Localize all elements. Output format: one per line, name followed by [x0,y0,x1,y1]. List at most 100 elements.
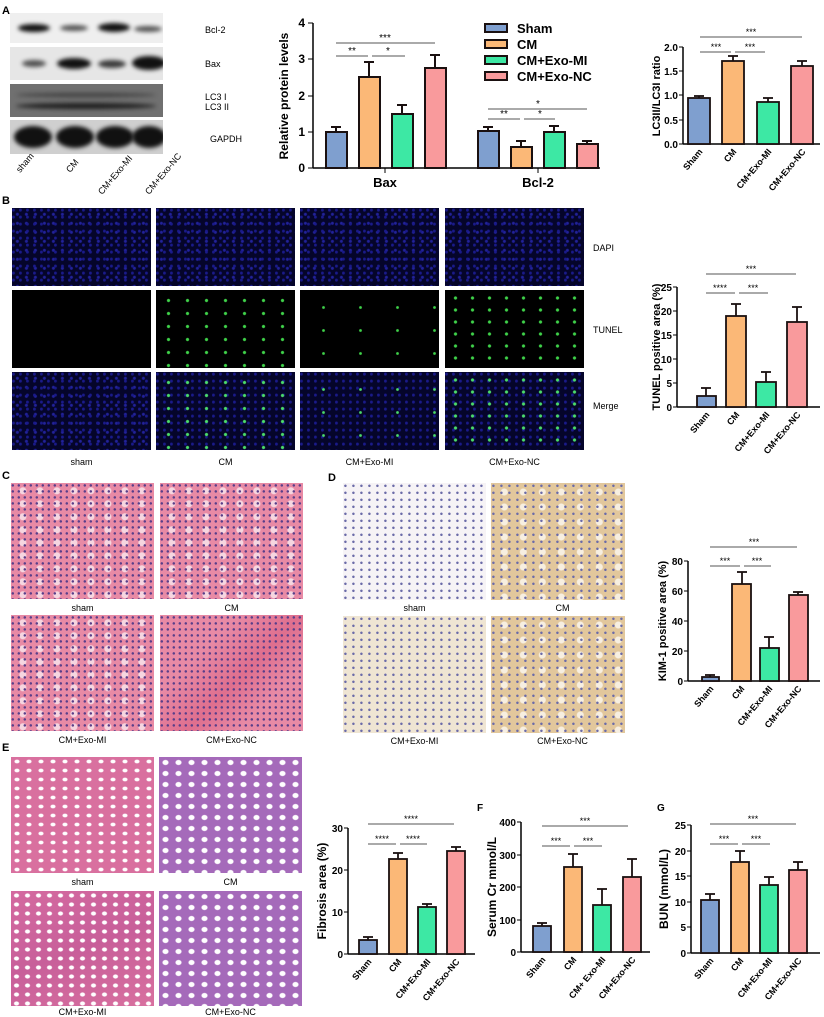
svg-text:*: * [538,109,542,120]
svg-text:0: 0 [337,950,343,961]
svg-text:60: 60 [672,587,684,598]
caption-masson-exo-mi: CM+Exo-MI [58,1007,107,1017]
legend: Sham CM CM+Exo-MI CM+Exo-NC [484,21,592,84]
svg-text:***: *** [752,556,763,566]
svg-text:CM: CM [562,955,579,972]
svg-text:LC3II/LC3I ratio: LC3II/LC3I ratio [651,55,663,136]
svg-text:***: *** [751,834,762,844]
svg-text:***: *** [551,836,562,846]
svg-text:3: 3 [298,52,305,66]
svg-text:20: 20 [675,847,687,858]
svg-text:80: 80 [672,557,684,568]
svg-text:***: *** [583,836,594,846]
svg-text:KIM-1 positive area (%): KIM-1 positive area (%) [657,560,669,681]
panel-letter-b: B [2,195,10,207]
svg-text:25: 25 [675,821,687,832]
blot-label-gapdh: GAPDH [210,134,243,144]
image-tunel-sham [12,290,151,368]
image-he-exo-nc [160,615,303,731]
row-label-merge: Merge [593,401,619,411]
svg-text:***: *** [580,816,591,826]
svg-text:****: **** [406,834,421,844]
svg-text:0: 0 [510,948,516,959]
svg-text:Sham: Sham [350,957,373,982]
svg-text:****: **** [404,814,419,824]
svg-text:0: 0 [680,949,686,960]
svg-text:Sham: Sham [517,21,552,36]
svg-text:BUN (mmol/L): BUN (mmol/L) [657,849,671,929]
svg-text:***: *** [379,33,391,44]
chart-fibrosis-area: 0 10 20 30 Fibrosis area (%) **** **** *… [315,814,475,1003]
image-merge-exo-nc [445,372,584,450]
bars-bcl2 [477,125,599,169]
x-category-bax: Bax [373,175,398,190]
caption-he-cm: CM [224,603,239,613]
svg-text:200: 200 [499,883,516,894]
svg-text:10: 10 [332,908,344,919]
svg-text:Sham: Sham [692,956,715,981]
image-dapi-exo-mi [300,208,439,286]
svg-text:CM: CM [517,37,537,52]
svg-text:4: 4 [298,16,305,30]
image-kim1-exo-mi [343,616,486,733]
blot-label-lc3-i: LC3 I [205,92,227,102]
panel-letter-d: D [328,472,336,484]
svg-text:0.0: 0.0 [664,140,678,151]
image-masson-sham [11,757,154,873]
svg-text:****: **** [375,834,390,844]
col-label-cm: CM [218,457,233,467]
significance-bars: *** ** * * ** * [336,33,587,120]
svg-text:CM: CM [387,957,404,974]
svg-text:Sham: Sham [681,147,704,172]
image-merge-cm [156,372,295,450]
svg-text:25: 25 [661,283,673,294]
svg-text:10: 10 [661,355,673,366]
svg-text:***: *** [746,264,757,274]
lane-label-cm-exo-mi: CM+Exo-MI [96,153,135,197]
panel-letter-e: E [2,742,10,754]
svg-text:CM+Exo-MI: CM+Exo-MI [517,53,587,68]
svg-text:Sham: Sham [688,410,711,435]
svg-text:*: * [386,46,390,57]
panel-letter-a: A [2,5,10,17]
blot-bcl2 [10,13,163,43]
row-label-dapi: DAPI [593,243,615,253]
svg-text:***: *** [711,42,722,52]
svg-text:5: 5 [666,379,672,390]
svg-text:**: ** [500,109,508,120]
image-masson-exo-nc [159,891,302,1006]
chart-kim1-positive: 0 20 40 60 80 KIM-1 positive area (%) **… [657,537,820,730]
svg-text:0: 0 [677,677,683,688]
image-masson-exo-mi [11,891,154,1006]
panel-letter-f: F [477,803,484,814]
chart-relative-protein: 0 1 2 3 4 Relative protein levels *** **… [277,16,600,190]
image-merge-exo-mi [300,372,439,450]
svg-text:***: *** [719,834,730,844]
svg-text:1.0: 1.0 [664,91,678,102]
svg-text:CM+Exo-NC: CM+Exo-NC [517,69,592,84]
image-he-sham [11,483,154,599]
svg-text:1: 1 [298,125,305,139]
panel-letter-c: C [2,470,10,482]
image-tunel-exo-mi [300,290,439,368]
svg-text:CM: CM [729,956,746,973]
caption-kim1-sham: sham [403,603,426,613]
svg-text:Sham: Sham [692,684,715,709]
blot-gapdh [10,120,163,154]
svg-text:**: ** [348,46,356,57]
svg-text:2.0: 2.0 [664,43,678,54]
lane-label-sham: sham [14,151,36,175]
svg-text:15: 15 [675,872,687,883]
caption-he-sham: sham [71,603,94,613]
svg-text:CM: CM [730,684,747,701]
blot-label-bcl2: Bcl-2 [205,25,226,35]
svg-text:1.5: 1.5 [664,67,678,78]
image-kim1-exo-nc [491,616,625,733]
svg-text:***: *** [749,537,760,547]
svg-text:CM: CM [722,147,739,164]
image-tunel-cm [156,290,295,368]
caption-masson-cm: CM [223,877,238,887]
image-masson-cm [159,757,302,873]
svg-text:*: * [536,99,540,110]
svg-text:***: *** [748,814,759,824]
